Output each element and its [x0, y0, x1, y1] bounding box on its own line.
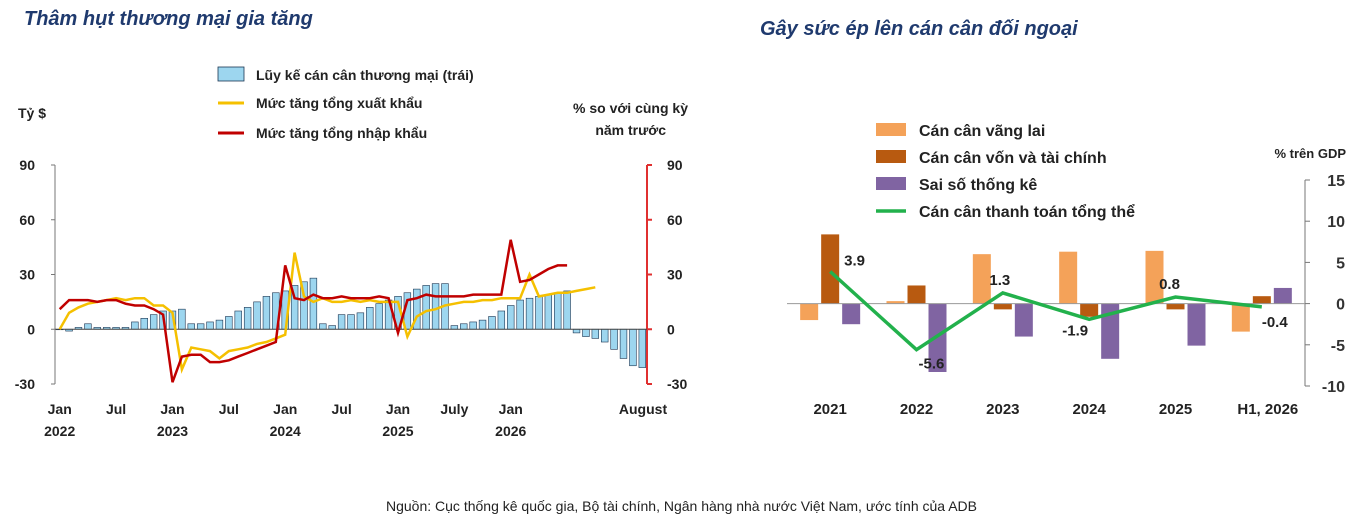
left-tick-label: 30 — [19, 267, 35, 283]
y-axis-unit: % trên GDP — [1274, 146, 1346, 161]
right-axis-unit: năm trước — [595, 122, 666, 138]
trade-chart: -30 -30 0 0 30 30 60 60 90 90 Jan 2022 Jul Jan 2023 Jul… — [15, 66, 688, 439]
x-tick-label: Jan — [386, 401, 410, 417]
current-account-bar — [1059, 251, 1078, 304]
y-tick-label: -5 — [1331, 338, 1345, 355]
legend-swatch — [876, 177, 906, 190]
errors-omissions-bar — [842, 303, 861, 325]
left-tick-label: 0 — [27, 321, 35, 337]
source-note: Nguồn: Cục thống kê quốc gia, Bộ tài chí… — [386, 498, 977, 514]
right-chart-title: Gây sức ép lên cán cân đối ngoại — [760, 18, 1078, 40]
errors-omissions-bar — [1014, 303, 1033, 337]
capital-account-bar — [821, 234, 840, 304]
current-account-bar — [1231, 303, 1250, 332]
legend-swatch — [876, 150, 906, 163]
capital-account-bar — [1166, 303, 1185, 310]
category-label: H1, 2026 — [1237, 401, 1298, 418]
data-label: 1.3 — [989, 272, 1010, 289]
right-tick-label: -30 — [667, 376, 687, 392]
data-label: -1.9 — [1062, 322, 1088, 339]
legend-swatch — [876, 123, 906, 136]
errors-omissions-bar — [1101, 303, 1120, 359]
left-chart-title: Thâm hụt thương mại gia tăng — [24, 8, 313, 30]
left-tick-label: 60 — [19, 212, 35, 228]
right-axis-unit: % so với cùng kỳ — [573, 100, 688, 116]
external-balance-chart: -10 -5 0 5 10 15 % trên GDP 3.9 -5.6 1.3 -1.9 0.8 -0… — [787, 123, 1346, 418]
x-year-label: 2024 — [270, 423, 301, 439]
x-tick-label: Jan — [160, 401, 184, 417]
right-tick-label: 90 — [667, 157, 683, 173]
category-label: 2025 — [1159, 401, 1192, 418]
category-label: 2022 — [900, 401, 933, 418]
current-account-bar — [886, 301, 905, 304]
right-tick-label: 30 — [667, 267, 683, 283]
x-tick-label: Jul — [106, 401, 126, 417]
current-account-bar — [1145, 250, 1164, 304]
x-year-label: 2026 — [495, 423, 526, 439]
left-tick-label: -30 — [15, 376, 35, 392]
capital-account-bar — [907, 285, 926, 304]
y-tick-label: 15 — [1327, 173, 1345, 190]
errors-omissions-bar — [1187, 303, 1206, 346]
legend-label: Mức tăng tổng nhập khẩu — [256, 125, 427, 141]
current-account-bar — [972, 254, 991, 304]
x-tick-label: Jan — [499, 401, 523, 417]
category-label: 2024 — [1072, 401, 1106, 418]
data-label: -5.6 — [919, 356, 945, 373]
x-tick-label: Jan — [48, 401, 72, 417]
capital-account-bar — [1252, 296, 1271, 304]
legend-label: Lũy kế cán cân thương mại (trái) — [256, 67, 474, 83]
import-growth-line — [58, 239, 568, 383]
y-tick-label: 0 — [1336, 297, 1345, 314]
legend-label: Cán cân vãng lai — [919, 123, 1045, 140]
x-tick-label: Jan — [273, 401, 297, 417]
legend-label: Mức tăng tổng xuất khẩu — [256, 95, 422, 111]
x-tick-label: July — [440, 401, 468, 417]
data-label: 0.8 — [1159, 276, 1180, 293]
export-growth-line — [58, 252, 596, 374]
data-label: 3.9 — [844, 252, 865, 269]
left-axis-unit: Tỷ $ — [18, 105, 46, 121]
y-tick-label: -10 — [1322, 379, 1345, 396]
legend-label: Cán cân vốn và tài chính — [919, 150, 1107, 167]
x-tick-label: August — [619, 401, 668, 417]
category-label: 2023 — [986, 401, 1019, 418]
category-label: 2021 — [813, 401, 846, 418]
legend-label: Sai số thống kê — [919, 177, 1037, 194]
right-tick-label: 60 — [667, 212, 683, 228]
x-year-label: 2025 — [382, 423, 413, 439]
capital-account-bar — [1080, 303, 1099, 317]
overall-balance-line — [829, 270, 1262, 352]
errors-omissions-bar — [1273, 287, 1292, 304]
left-tick-label: 90 — [19, 157, 35, 173]
legend-label: Cán cân thanh toán tổng thể — [919, 203, 1135, 221]
right-tick-label: 0 — [667, 321, 675, 337]
y-tick-label: 10 — [1327, 214, 1345, 231]
current-account-bar — [800, 303, 819, 321]
data-label: -0.4 — [1262, 314, 1289, 331]
legend-swatch-trade-balance — [217, 66, 245, 82]
y-tick-label: 5 — [1336, 255, 1345, 272]
capital-account-bar — [993, 303, 1012, 310]
x-year-label: 2022 — [44, 423, 75, 439]
x-tick-label: Jul — [331, 401, 351, 417]
x-year-label: 2023 — [157, 423, 188, 439]
x-tick-label: Jul — [219, 401, 239, 417]
